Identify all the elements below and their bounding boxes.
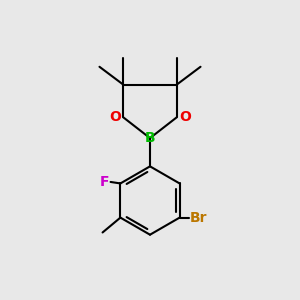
Text: Br: Br [190,211,208,225]
Text: B: B [145,131,155,145]
Text: O: O [179,110,191,124]
Text: F: F [100,175,110,189]
Text: O: O [109,110,121,124]
